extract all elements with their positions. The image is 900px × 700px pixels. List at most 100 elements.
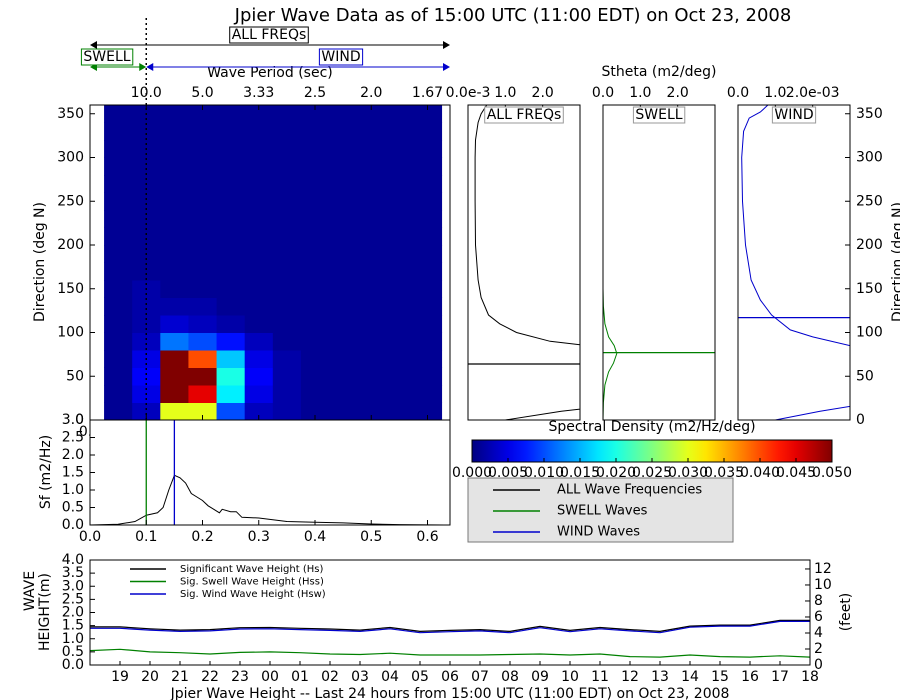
heat-cell — [357, 385, 386, 403]
heat-cell — [188, 175, 218, 193]
heat-cell — [244, 175, 274, 193]
heat-cell — [104, 402, 133, 421]
profile-line — [741, 105, 850, 420]
profile-line — [474, 105, 580, 420]
all-band-label: ALL FREQs — [232, 27, 307, 43]
heat-cell — [357, 402, 386, 421]
legend-label: Sig. Swell Wave Height (Hss) — [180, 577, 324, 588]
heat-cell — [413, 122, 443, 141]
y-axis-label: Direction (deg N) — [890, 202, 900, 322]
heat-cell — [216, 245, 246, 263]
heat-cell — [188, 297, 218, 316]
heat-cell — [104, 175, 133, 193]
x-tick-label: 08 — [501, 669, 519, 685]
heat-cell — [188, 385, 218, 403]
heat-cell — [357, 210, 386, 228]
heat-cell — [300, 402, 330, 421]
heat-cell — [300, 210, 330, 228]
heat-cell — [357, 297, 386, 316]
heat-cell — [188, 192, 218, 211]
heat-cell — [329, 245, 358, 263]
heat-cell — [216, 157, 246, 176]
heat-cell — [132, 122, 161, 141]
colorbar-label: Spectral Density (m2/Hz/deg) — [548, 419, 755, 435]
x-tick-label: 0.5 — [360, 529, 382, 545]
heat-cell — [329, 227, 358, 246]
plot-bg — [468, 105, 580, 420]
y-tick-label: 12 — [814, 561, 832, 577]
x-tick-label: 0.4 — [304, 529, 326, 545]
y-tick-label: 4 — [814, 625, 823, 641]
y-tick-label: 250 — [57, 193, 84, 209]
heat-cell — [104, 262, 133, 281]
heat-cell — [188, 245, 218, 263]
x-tick-label: 17 — [771, 669, 789, 685]
heat-cell — [216, 122, 246, 141]
heat-cell — [244, 385, 274, 403]
swell-band-label-box — [80, 48, 134, 66]
heat-cell — [329, 105, 358, 123]
heat-cell — [385, 227, 414, 246]
heat-cell — [216, 350, 246, 368]
heat-cell — [413, 227, 443, 246]
y-tick-label: 3.0 — [62, 412, 84, 428]
heat-cell — [413, 262, 443, 281]
y-tick-label: 1.5 — [62, 618, 84, 634]
heat-cell — [216, 140, 246, 158]
plot-bg — [738, 105, 850, 420]
heat-cell — [329, 192, 358, 211]
heat-cell — [216, 385, 246, 403]
heat-cell — [272, 367, 302, 386]
heat-cell — [357, 175, 386, 193]
heat-cell — [244, 122, 274, 141]
heat-cell — [132, 332, 161, 351]
heat-cell — [272, 262, 302, 281]
heat-cell — [188, 367, 218, 386]
heat-cell — [272, 175, 302, 193]
heat-cell — [413, 280, 443, 298]
heat-cell — [160, 105, 189, 123]
heat-cell — [132, 227, 161, 246]
heat-cell — [188, 315, 218, 333]
heat-cell — [300, 175, 330, 193]
wind-band-label-box — [318, 48, 364, 66]
x-tick-label: 5.0 — [191, 85, 213, 101]
axes-frame — [737, 104, 851, 421]
heat-cell — [132, 192, 161, 211]
heat-cell — [244, 350, 274, 368]
heat-cell — [104, 315, 133, 333]
heat-cell — [104, 280, 133, 298]
heat-cell — [272, 245, 302, 263]
axes-frame — [602, 104, 716, 421]
heat-cell — [329, 157, 358, 176]
swell-band-label: SWELL — [83, 49, 130, 65]
heat-cell — [216, 105, 246, 123]
panel-title: WIND — [774, 107, 813, 123]
y-tick-label: 3.5 — [62, 565, 84, 581]
x-tick-label: 06 — [441, 669, 459, 685]
colorbar-tick-label: 0.020 — [596, 465, 636, 481]
heat-cell — [329, 315, 358, 333]
height-line — [89, 648, 811, 658]
height-line — [90, 620, 810, 634]
heat-cell — [160, 140, 189, 158]
colorbar-tick-label: 0.000 — [452, 465, 492, 481]
heat-cell — [160, 332, 189, 351]
y-tick-label: 150 — [57, 281, 84, 297]
heat-cell — [216, 227, 246, 246]
heat-cell — [216, 402, 246, 421]
heat-cell — [413, 385, 443, 403]
heat-cell — [413, 175, 443, 193]
heat-cell — [160, 367, 189, 386]
heat-cell — [300, 280, 330, 298]
heat-cell — [357, 192, 386, 211]
y-tick-label: 250 — [856, 193, 883, 209]
heat-cell — [132, 367, 161, 386]
y-tick-label: 1.0 — [62, 631, 84, 647]
heat-cell — [160, 385, 189, 403]
colorbar-tick-label: 0.040 — [740, 465, 780, 481]
y-tick-label: 2 — [814, 641, 823, 657]
y-tick-label: 0.5 — [62, 500, 84, 516]
heat-cell — [216, 210, 246, 228]
heat-cell — [188, 227, 218, 246]
